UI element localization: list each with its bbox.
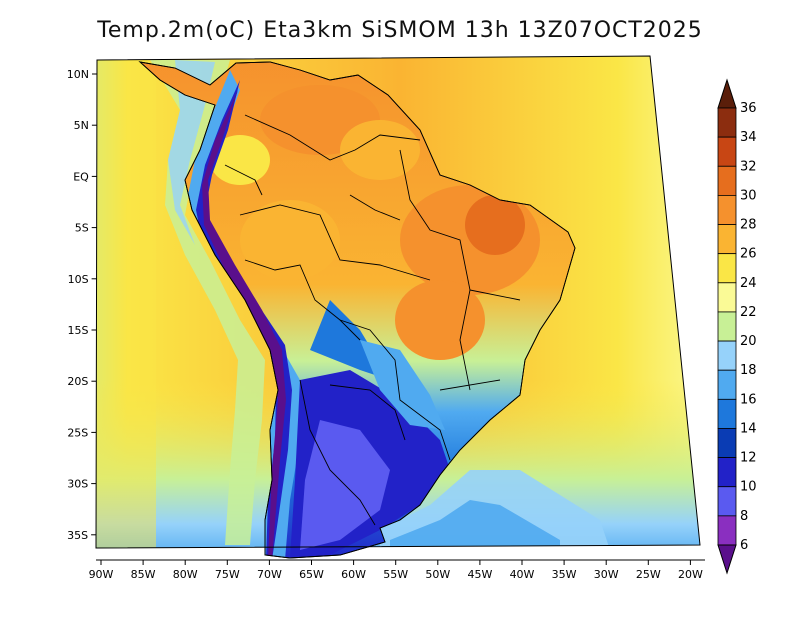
lat-tick-label: 35S [67, 529, 88, 542]
colorbar-segment [717, 515, 737, 546]
colorbar-segment [717, 282, 737, 313]
lon-tick-label: 70W [257, 568, 282, 581]
lon-tick-label: 45W [467, 568, 492, 581]
lon-tick-label: 35W [552, 568, 577, 581]
map-title: Temp.2m(oC) Eta3km SiSMOM 13h 13Z07OCT20… [97, 18, 703, 43]
colorbar-segment [717, 136, 737, 167]
colorbar-label: 6 [740, 538, 748, 553]
colorbar-label: 16 [740, 392, 757, 407]
colorbar-label: 32 [740, 159, 757, 174]
lat-tick-label: 10S [68, 273, 89, 286]
coastline-borders [138, 61, 576, 559]
lat-tick-label: 30S [67, 478, 88, 491]
longitude-axis: 90W 85W 80W 75W 70W 65W 60W 55W 50W 45W 40W 35W 30W 2… [89, 559, 705, 581]
colorbar-bottom-arrow [717, 544, 737, 575]
colorbar-segment [717, 194, 737, 225]
lat-tick-label: 5N [74, 119, 89, 132]
lon-tick-label: 55W [383, 568, 408, 581]
colorbar-label: 22 [740, 305, 757, 320]
colorbar-top-arrow [717, 78, 737, 109]
lon-tick-label: 65W [299, 568, 324, 581]
colorbar-label: 8 [740, 509, 748, 524]
colorbar-label: 28 [740, 218, 757, 233]
lon-tick-label: 25W [636, 568, 661, 581]
lon-tick-label: 75W [215, 568, 240, 581]
colorbar-label: 24 [740, 276, 757, 291]
colorbar-segment [717, 224, 737, 255]
lat-tick-label: 10N [67, 68, 89, 81]
colorbar-segment [717, 398, 737, 429]
colorbar-segment [717, 311, 737, 342]
colorbar-segment [717, 369, 737, 400]
lon-tick-label: 80W [173, 568, 198, 581]
lon-tick-label: 30W [594, 568, 619, 581]
colorbar-segment [717, 253, 737, 284]
colorbar-label: 14 [740, 421, 757, 436]
colorbar-segment [717, 457, 737, 488]
lat-tick-label: EQ [73, 170, 89, 183]
colorbar-segment [717, 486, 737, 517]
lon-tick-label: 60W [341, 568, 366, 581]
lat-tick-label: 15S [68, 324, 89, 337]
colorbar-segment [717, 107, 737, 138]
latitude-axis: 10N 5N EQ 5S 10S 15S 20S 25S 30S 35S [67, 68, 97, 542]
lat-tick-label: 5S [75, 222, 89, 235]
colorbar-label: 20 [740, 334, 757, 349]
colorbar-label: 12 [740, 451, 757, 466]
colorbar-label: 26 [740, 247, 757, 262]
colorbar-label: 30 [740, 188, 757, 203]
colorbar-segment [717, 428, 737, 459]
lon-tick-label: 50W [425, 568, 450, 581]
lon-tick-label: 90W [89, 568, 114, 581]
colorbar-segment [717, 165, 737, 196]
lon-tick-label: 20W [678, 568, 703, 581]
colorbar-segment [717, 340, 737, 371]
lat-tick-label: 20S [67, 375, 88, 388]
colorbar-label: 18 [740, 363, 757, 378]
domain-frame [95, 55, 701, 549]
colorbar-label: 34 [740, 130, 757, 145]
lon-tick-label: 85W [131, 568, 156, 581]
colorbar: 36 34 32 30 28 26 24 22 20 18 16 14 12 10 8 6 [717, 78, 757, 575]
lat-tick-label: 25S [67, 426, 88, 439]
colorbar-label: 10 [740, 480, 757, 495]
colorbar-label: 36 [740, 101, 757, 116]
lon-tick-label: 40W [510, 568, 535, 581]
